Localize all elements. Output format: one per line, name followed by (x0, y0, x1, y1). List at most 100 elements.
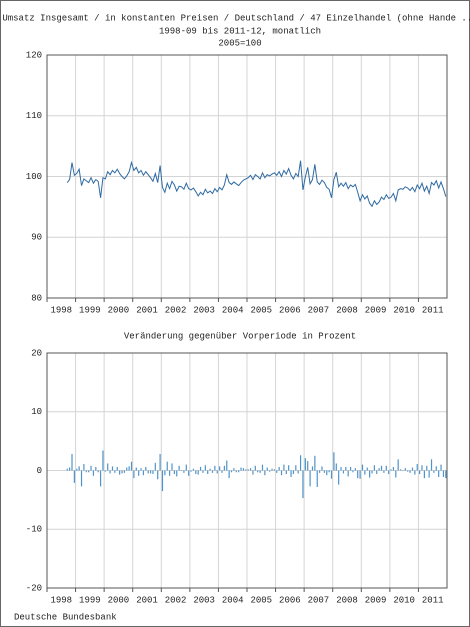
x-tick-label: 1999 (79, 305, 101, 315)
bar (402, 470, 404, 472)
x-tick-label: 2003 (193, 595, 215, 605)
bar (107, 463, 109, 471)
y-tick-label: 100 (26, 172, 42, 182)
bar (69, 467, 71, 471)
bar (423, 470, 425, 479)
bar (366, 467, 368, 471)
bar (99, 470, 102, 487)
panel-title: Veränderung gegenüber Vorperiode in Proz… (124, 331, 356, 341)
bar (211, 470, 214, 473)
y-tick-label: 10 (31, 407, 42, 417)
bar (161, 470, 164, 492)
bar (295, 465, 297, 471)
bar (383, 470, 385, 473)
bar (85, 470, 87, 473)
bar (138, 470, 140, 476)
bar (440, 464, 442, 471)
bar (361, 464, 364, 471)
x-tick-label: 2008 (336, 305, 358, 315)
x-tick-label: 2005 (250, 305, 272, 315)
bar (416, 464, 418, 471)
x-tick-label: 2000 (108, 595, 130, 605)
bar (442, 470, 445, 477)
bar (311, 466, 314, 471)
bar (304, 458, 306, 471)
bar (385, 465, 387, 471)
bar (142, 470, 145, 476)
bar (323, 470, 325, 473)
bar (261, 464, 264, 471)
bar (159, 454, 161, 471)
bar (83, 464, 85, 471)
bar (340, 466, 342, 471)
bar (80, 470, 83, 487)
bar (347, 470, 349, 477)
x-tick-label: 2007 (308, 305, 330, 315)
bar (135, 467, 137, 471)
x-tick-label: 2010 (393, 305, 415, 315)
bar (345, 466, 347, 471)
bar (116, 466, 118, 471)
bar (238, 470, 240, 473)
bar (342, 470, 345, 474)
x-tick-label: 2004 (222, 305, 244, 315)
bar (288, 465, 290, 471)
bar (302, 470, 304, 499)
bar (152, 470, 154, 475)
bar (321, 466, 323, 471)
x-tick-label: 2000 (108, 305, 130, 315)
bar (190, 470, 192, 472)
x-tick-label: 2001 (136, 595, 158, 605)
bar (128, 466, 130, 471)
x-tick-label: 1998 (50, 305, 72, 315)
bar (269, 470, 271, 472)
bar (390, 469, 392, 471)
bar (247, 469, 249, 471)
bar (297, 470, 299, 474)
data-line (66, 160, 447, 208)
bar (104, 470, 106, 472)
bar (169, 470, 171, 476)
bar (219, 466, 221, 471)
bar (307, 461, 309, 471)
bar (199, 466, 202, 471)
x-tick-label: 2008 (336, 595, 358, 605)
bar (226, 460, 228, 471)
bar (188, 470, 190, 476)
bar (438, 470, 440, 477)
bar (197, 470, 199, 475)
plot-frame (46, 352, 448, 589)
bar (123, 470, 125, 473)
bar (121, 470, 123, 474)
bar (149, 470, 152, 474)
bar (192, 468, 195, 471)
bar (299, 455, 302, 471)
bar (335, 463, 337, 471)
bar (409, 470, 411, 473)
bar (266, 467, 268, 471)
bar (252, 470, 254, 475)
bar (145, 466, 147, 471)
bar (376, 470, 378, 475)
bar (111, 466, 114, 471)
bar (292, 470, 295, 475)
y-tick-label: -10 (26, 525, 42, 535)
bar (214, 465, 216, 471)
bar (421, 465, 423, 471)
bar (333, 452, 335, 471)
bar (354, 468, 356, 471)
chart-subtitle: 1998-09 bis 2011-12, monatlich (159, 26, 321, 36)
bar (278, 466, 280, 471)
bar (371, 470, 373, 474)
bar (119, 470, 121, 475)
x-tick-label: 2007 (308, 595, 330, 605)
bar (180, 470, 183, 472)
bar (88, 470, 90, 473)
bar (130, 461, 133, 471)
bar (380, 465, 383, 471)
bar (404, 468, 406, 471)
bar (166, 461, 168, 471)
bar (285, 470, 287, 475)
bar (76, 468, 78, 471)
